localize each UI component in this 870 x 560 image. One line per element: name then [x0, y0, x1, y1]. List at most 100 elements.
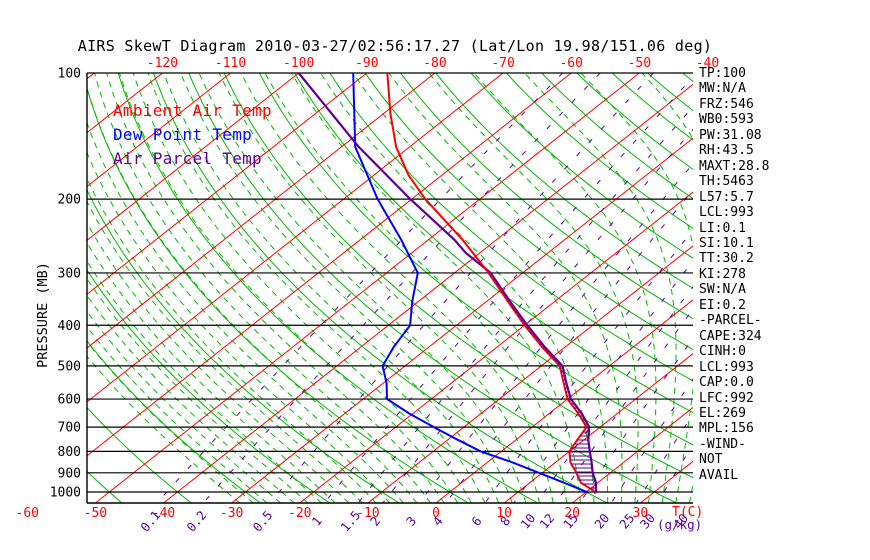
legend-item-ambient: Ambient Air Temp: [113, 101, 272, 120]
mixing-unit-label: (g/kg): [657, 517, 702, 532]
isotherm-line: [87, 73, 300, 241]
panel-stat: TH:5463: [699, 174, 754, 190]
legend: Ambient Air Temp Dew Point Temp Air Parcel…: [113, 99, 272, 171]
isotherm-line: [571, 406, 693, 503]
panel-stat: MPL:156: [699, 421, 754, 437]
bottom-temp-tick-label: 20: [564, 506, 580, 521]
top-temp-tick-label: -120: [147, 56, 178, 71]
dry-adiabat-line: [188, 73, 677, 503]
moist-adiabat-line: [198, 73, 527, 503]
top-temp-tick-label: -60: [559, 56, 582, 71]
panel-stat: TT:30.2: [699, 251, 754, 267]
moist-adiabat-line: [87, 121, 404, 503]
panel-stat: TP:100: [699, 66, 746, 81]
mixing-ratio-tick-label: 25: [616, 511, 637, 532]
isotherm-line: [87, 73, 231, 188]
panel-stat: SI:10.1: [699, 235, 754, 251]
bottom-temp-tick-label: -20: [288, 506, 311, 521]
top-temp-tick-label: -100: [283, 56, 314, 71]
top-temp-tick-label: -90: [355, 56, 378, 71]
pressure-tick-label: 700: [58, 421, 81, 436]
pressure-tick-label: 200: [58, 193, 81, 208]
moist-adiabat-line: [163, 73, 500, 503]
isotherm-line: [299, 191, 693, 503]
panel-stat: L57:5.7: [699, 189, 754, 205]
mixing-ratio-line: [357, 106, 693, 503]
isotherm-line: [503, 353, 693, 503]
dry-adiabat-line: [470, 73, 693, 259]
moist-adiabat-line: [119, 73, 459, 503]
panel-stat: PW:31.08: [699, 127, 762, 143]
top-temp-tick-label: -50: [628, 56, 651, 71]
chart-title: AIRS SkewT Diagram 2010-03-27/02:56:17.2…: [77, 37, 713, 55]
pressure-tick-label: 800: [58, 445, 81, 460]
mixing-ratio-tick-label: 6: [468, 513, 484, 528]
moist-adiabat-line: [352, 73, 609, 503]
pressure-tick-label: 1000: [50, 486, 81, 501]
isotherm-line: [87, 73, 504, 403]
moist-adiabat-line: [87, 85, 418, 503]
dry-adiabat-line: [400, 73, 693, 320]
isotherm-line: [95, 73, 640, 503]
panel-stat: RH:43.5: [699, 143, 754, 159]
temp-unit-label: T(C): [672, 505, 703, 520]
mixing-ratio-tick-label: 30: [637, 511, 658, 532]
moist-adiabat-line: [147, 73, 486, 503]
dry-adiabat-line: [87, 188, 400, 503]
dry-adiabat-line: [506, 73, 693, 229]
panel-stat: LCL:993: [699, 359, 754, 375]
panel-stat: LI:0.1: [699, 220, 746, 236]
grid-lines: [0, 73, 693, 503]
panel-stat: MAXT:28.8: [699, 158, 770, 174]
dry-adiabat-line: [87, 340, 261, 503]
isotherm-line: [87, 73, 572, 457]
pressure-axis-label: PRESSURE (MB): [35, 262, 51, 368]
ambient-temp-curve: [386, 73, 596, 495]
bottom-temp-tick-label: -60: [16, 506, 39, 521]
pressure-tick-label: 100: [58, 67, 81, 82]
isotherm-line: [0, 73, 26, 503]
dry-adiabat-line: [576, 73, 693, 170]
isotherm-line: [163, 83, 693, 503]
top-temp-tick-label: -80: [423, 56, 446, 71]
dry-adiabat-line: [541, 73, 693, 200]
dry-adiabat-line: [364, 73, 693, 351]
moist-adiabat-line: [106, 73, 445, 503]
bottom-temp-tick-label: -30: [220, 506, 243, 521]
dry-adiabat-line: [258, 73, 693, 446]
dewpoint-curve: [352, 73, 589, 494]
moist-adiabat-line: [290, 73, 581, 503]
top-temp-tick-label: -70: [491, 56, 514, 71]
dry-adiabat-line: [87, 406, 192, 503]
pressure-gridlines: [86, 72, 693, 504]
mixing-ratio-line: [269, 73, 654, 503]
bottom-temp-tick-label: 30: [633, 506, 649, 521]
moist-adiabat-line: [87, 200, 363, 503]
moist-adiabat-line: [473, 73, 657, 503]
sounding-curves: [297, 73, 598, 495]
moist-adiabat-line: [87, 151, 391, 503]
moist-adiabat-line: [240, 73, 554, 503]
moist-adiabat-line: [94, 73, 431, 503]
bottom-temp-tick-label: -40: [152, 506, 175, 521]
moist-adiabat-line: [87, 177, 377, 503]
moist-adiabat-line: [218, 73, 540, 503]
mixing-ratio-tick-label: 0.2: [183, 508, 209, 535]
panel-stat: SW:N/A: [699, 282, 746, 298]
panel-stat: EL:269: [699, 405, 746, 421]
legend-item-dewpoint: Dew Point Temp: [113, 125, 253, 144]
cape-hatch: [487, 271, 596, 493]
pressure-tick-label: 900: [58, 466, 81, 481]
bottom-temp-tick-label: -50: [84, 506, 107, 521]
panel-stat: KI:278: [699, 266, 746, 282]
top-temp-tick-label: -40: [696, 56, 719, 71]
isotherm-line: [367, 245, 693, 503]
bottom-temp-tick-label: 10: [496, 506, 512, 521]
panel-stat: LCL:993: [699, 205, 754, 221]
top-temp-tick-label: -110: [215, 56, 246, 71]
moist-adiabat-line: [428, 73, 639, 503]
dry-adiabat-line: [223, 73, 693, 479]
panel-stat: EI:0.2: [699, 297, 746, 313]
panel-stat: MW:N/A: [699, 81, 746, 97]
